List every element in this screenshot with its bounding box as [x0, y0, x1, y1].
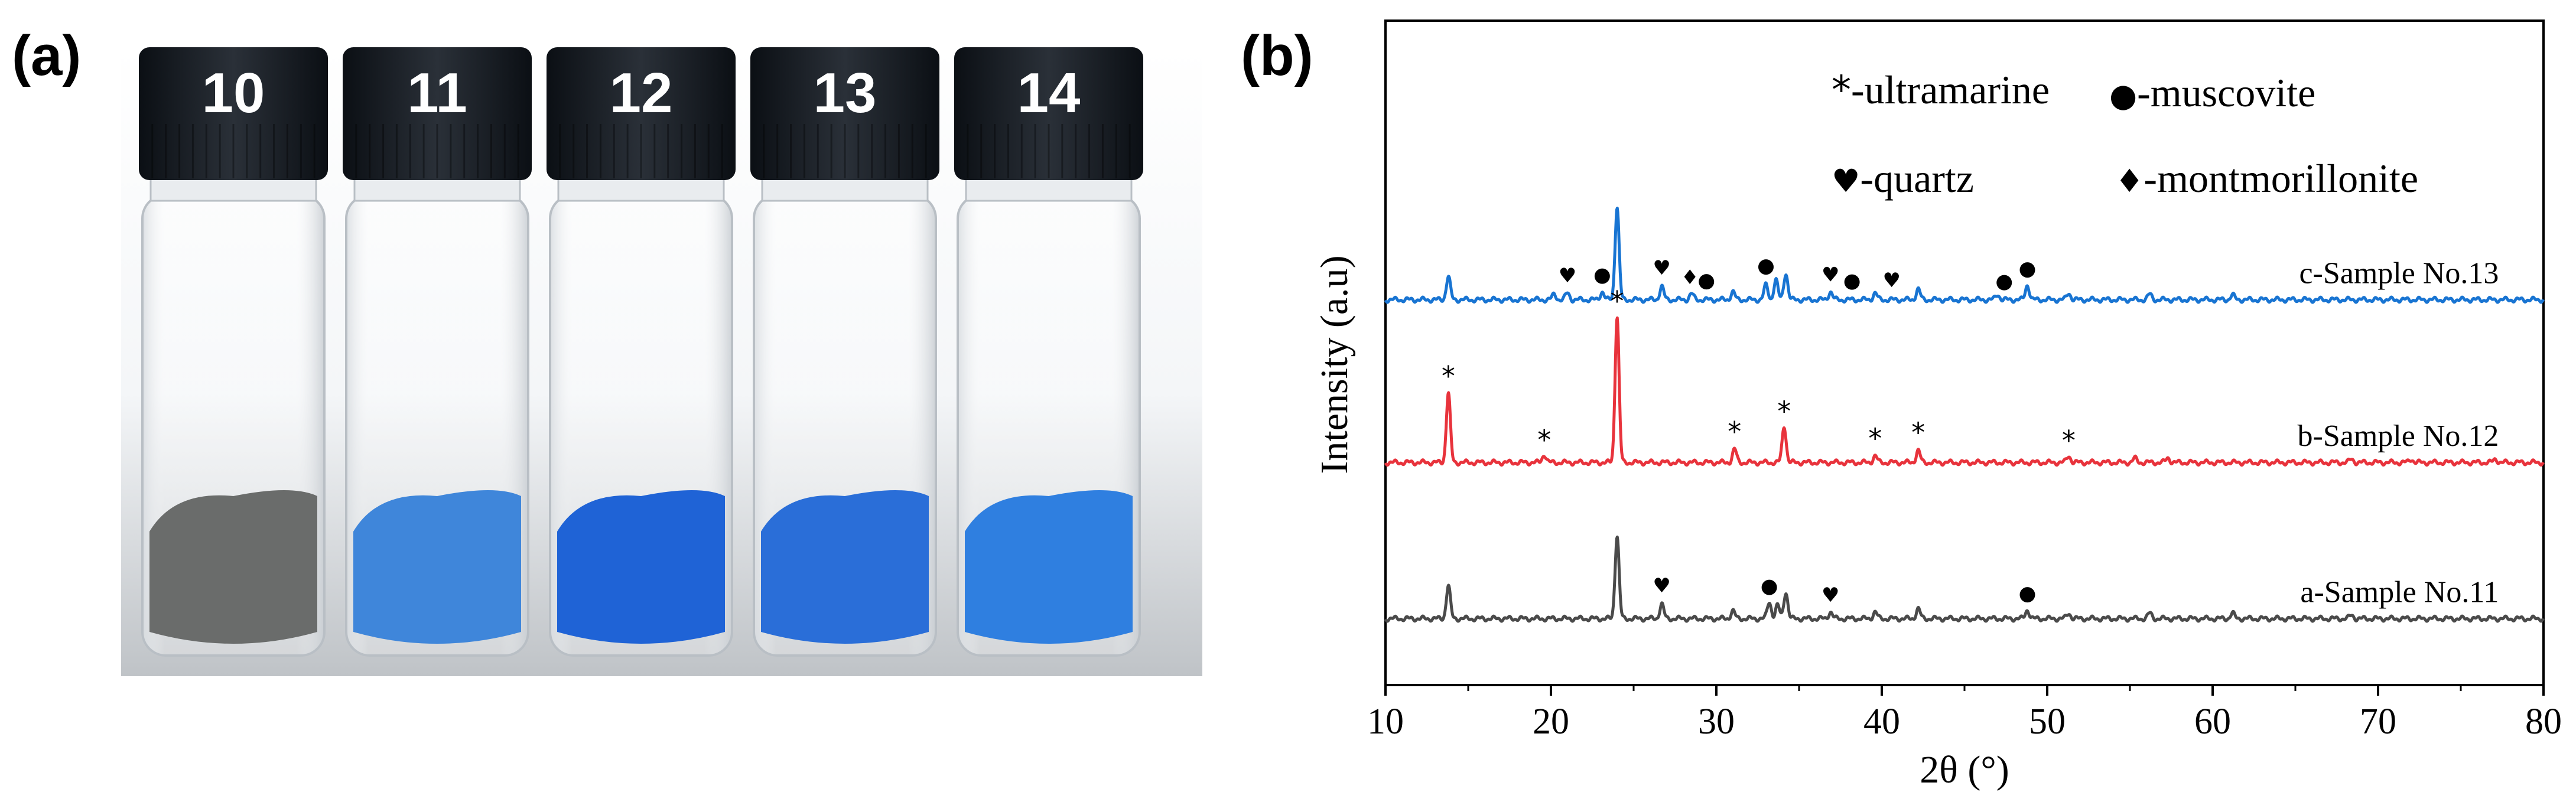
vial-cap [954, 47, 1143, 180]
peak-marker: ♥ [1822, 583, 1839, 607]
vial-powder [761, 490, 929, 644]
peak-marker: ● [1697, 269, 1715, 292]
vial-cap [750, 47, 939, 180]
vial-14: 14 [954, 47, 1143, 657]
peak-marker: * [1442, 360, 1455, 392]
vial-number-label: 14 [1017, 61, 1081, 125]
x-tick-label: 80 [2525, 702, 2562, 742]
peak-marker: ♥ [1653, 574, 1670, 598]
peak-marker: ● [2019, 257, 2037, 281]
vial-number-label: 12 [610, 61, 673, 125]
peak-marker: * [1868, 423, 1882, 455]
series-label: b-Sample No.12 [2298, 419, 2499, 453]
peak-marker: ● [2019, 582, 2037, 605]
x-tick-label: 70 [2360, 702, 2396, 742]
vial-11: 11 [343, 47, 532, 657]
peak-marker: * [1728, 416, 1741, 448]
peak-marker: ● [1761, 574, 1778, 598]
x-tick-label: 50 [2029, 702, 2066, 742]
peak-marker: ● [1593, 263, 1611, 287]
peak-marker: ● [1843, 269, 1861, 292]
peak-marker: * [1611, 285, 1624, 317]
x-axis-label: 2θ (°) [1920, 748, 2009, 791]
peak-marker: ♦ [1681, 266, 1699, 289]
vial-photo: 10 11 12 13 14 [121, 47, 1202, 676]
peak-marker: ♥ [1653, 256, 1670, 280]
vial-13: 13 [750, 47, 939, 657]
vial-powder [965, 490, 1133, 644]
legend-entry: ♥-quartz [1832, 156, 1974, 201]
legend-entry: *-ultramarine [1832, 67, 2050, 113]
vial-cap [343, 47, 532, 180]
peak-marker: ♥ [1883, 269, 1901, 292]
vial-cap [547, 47, 736, 180]
peak-marker: ♥ [1559, 264, 1576, 288]
vial-number-label: 10 [202, 61, 265, 125]
x-tick-label: 10 [1367, 702, 1404, 742]
series-label: c-Sample No.13 [2299, 257, 2499, 291]
peak-marker: * [1911, 417, 1925, 449]
vial-powder [353, 490, 521, 644]
peak-marker: ● [1757, 254, 1775, 278]
peak-marker: * [1777, 396, 1791, 428]
series-line [1384, 206, 2545, 304]
vial-number-label: 13 [814, 61, 877, 125]
xrd-chart: (b) 10 20 30 40 50 60 70 80 2θ (°) Intensity (a.u… [1241, 0, 2576, 799]
peak-marker: * [1537, 424, 1551, 456]
legend-entry: ●-muscovite [2109, 70, 2315, 115]
vial-cap [139, 47, 328, 180]
series-line [1384, 316, 2545, 467]
vial-12: 12 [547, 47, 736, 657]
xrd-plot: 10 20 30 40 50 60 70 80 2θ (°) Intensity (a.u) c-… [1313, 19, 2562, 791]
vial-number-label: 11 [407, 61, 467, 125]
x-tick-label: 60 [2194, 702, 2231, 742]
x-tick-label: 20 [1533, 702, 1569, 742]
panel-a-label: (a) [12, 24, 82, 87]
peak-marker: ♥ [1822, 263, 1839, 287]
peak-marker: * [2062, 425, 2076, 457]
peak-marker: ● [1995, 269, 2013, 293]
y-axis-label: Intensity (a.u) [1313, 255, 1356, 474]
x-tick-label: 40 [1863, 702, 1900, 742]
vial-powder [149, 490, 317, 644]
vial-powder [557, 490, 725, 644]
panel-b-label: (b) [1241, 24, 1313, 87]
series-line [1384, 535, 2545, 623]
series-label: a-Sample No.11 [2300, 576, 2499, 609]
x-tick-label: 30 [1698, 702, 1735, 742]
legend-entry: ♦-montmorillonite [2115, 156, 2418, 201]
vial-10: 10 [139, 47, 328, 657]
